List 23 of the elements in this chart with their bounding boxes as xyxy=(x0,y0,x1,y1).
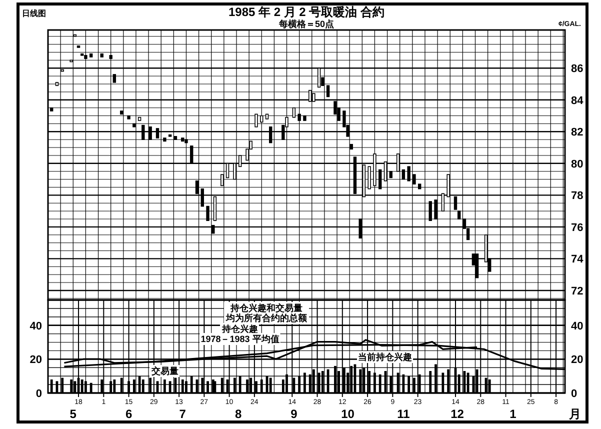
y-tick-label: 0 xyxy=(36,388,42,400)
chart-subtitle: 每横格＝50点 xyxy=(278,19,334,29)
y-tick-label: 82 xyxy=(571,126,584,139)
y-tick-label: 40 xyxy=(30,320,42,332)
text: 6 xyxy=(125,407,132,421)
text: 日线图 xyxy=(22,9,46,18)
text: 7 xyxy=(179,407,186,421)
annotation: 1978－1983 平均值 xyxy=(200,334,280,344)
annotation: 当前持仓兴趣 xyxy=(358,352,412,362)
y-tick-label: 84 xyxy=(571,94,584,107)
annotation: 持仓兴趣 xyxy=(221,324,258,334)
y-tick-label: 78 xyxy=(571,190,584,202)
y-tick-label: 72 xyxy=(571,285,584,298)
y-tick-label: 86 xyxy=(571,63,584,76)
y-tick-label: 76 xyxy=(571,222,584,234)
y-tick-label: 80 xyxy=(571,158,584,170)
y-tick-label: 74 xyxy=(571,254,584,266)
annotation: 持仓兴趣和交易量均为所有合约的总额 xyxy=(225,303,308,323)
y-tick-label: 20 xyxy=(30,354,42,366)
text: 5 xyxy=(70,407,77,421)
annotation: 交易量 xyxy=(150,366,178,376)
chart-title: 1985 年 2 月 2 号取暖油 合約 xyxy=(228,5,385,19)
x-axis-title: 月 xyxy=(568,407,581,421)
